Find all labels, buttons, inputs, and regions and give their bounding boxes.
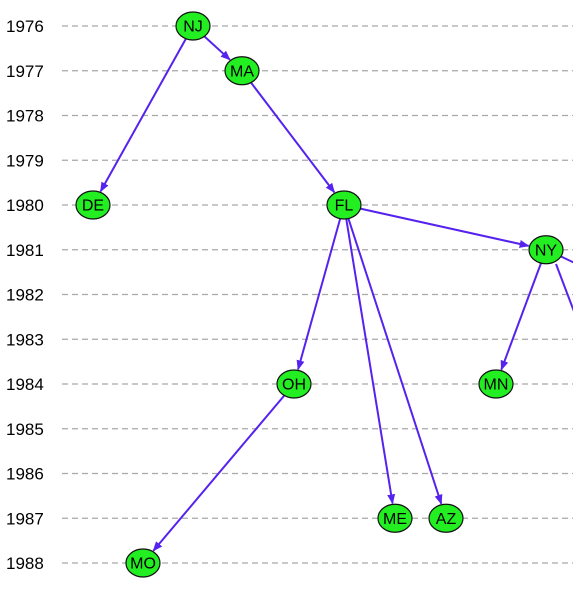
year-label: 1988	[6, 554, 44, 573]
year-label: 1976	[6, 17, 44, 36]
node-label: MN	[484, 377, 509, 394]
year-axis: 1976 1977 1978 1979 1980 1981 1982 1983 1984 1985…	[6, 17, 573, 573]
node-ellipse	[276, 369, 312, 399]
node-de: DE	[75, 190, 111, 220]
node-label: NJ	[183, 19, 203, 36]
year-label: 1986	[6, 465, 44, 484]
node-label: ME	[383, 511, 407, 528]
node-az: AZ	[428, 503, 464, 533]
edge-ny-offscreen-2	[555, 263, 573, 312]
year-label: 1980	[6, 196, 44, 215]
node-mn: MN	[478, 369, 514, 399]
node-ellipse	[377, 503, 413, 533]
edge-ny-mn	[500, 262, 542, 371]
edge-ma-fl	[250, 82, 336, 194]
edge-layer	[99, 35, 573, 552]
node-ellipse	[75, 190, 111, 220]
node-label: MO	[130, 556, 156, 573]
year-label: 1984	[6, 375, 44, 394]
year-label: 1981	[6, 241, 44, 260]
year-label: 1982	[6, 286, 44, 305]
node-oh: OH	[276, 369, 312, 399]
year-label: 1978	[6, 107, 44, 126]
edge-fl-az	[347, 218, 443, 505]
edge-nj-ma	[203, 35, 231, 61]
edge-ny-offscreen-1	[559, 255, 573, 264]
node-me: ME	[377, 503, 413, 533]
node-layer: NJ MA DE FL NY OH MN ME AZ MO	[75, 11, 564, 578]
node-label: MA	[230, 63, 254, 80]
year-label: 1985	[6, 420, 44, 439]
node-label: AZ	[436, 511, 457, 528]
node-ellipse	[326, 190, 362, 220]
node-label: OH	[282, 377, 306, 394]
edge-oh-mo	[152, 394, 286, 552]
node-ellipse	[125, 548, 161, 578]
node-ny: NY	[528, 235, 564, 265]
node-ellipse	[175, 11, 211, 41]
node-ellipse	[528, 235, 564, 265]
node-label: DE	[82, 198, 104, 215]
node-ma: MA	[224, 56, 260, 86]
edge-nj-de	[99, 38, 187, 193]
edge-fl-me	[345, 218, 396, 505]
node-ellipse	[428, 503, 464, 533]
node-fl: FL	[326, 190, 362, 220]
year-label: 1979	[6, 151, 44, 170]
node-label: FL	[335, 198, 354, 215]
node-ellipse	[478, 369, 514, 399]
edge-fl-oh	[296, 218, 342, 371]
node-mo: MO	[125, 548, 161, 578]
node-ellipse	[224, 56, 260, 86]
edge-fl-ny	[360, 207, 530, 248]
year-label: 1987	[6, 509, 44, 528]
node-label: NY	[535, 242, 558, 259]
year-label: 1983	[6, 330, 44, 349]
node-nj: NJ	[175, 11, 211, 41]
year-label: 1977	[6, 62, 44, 81]
